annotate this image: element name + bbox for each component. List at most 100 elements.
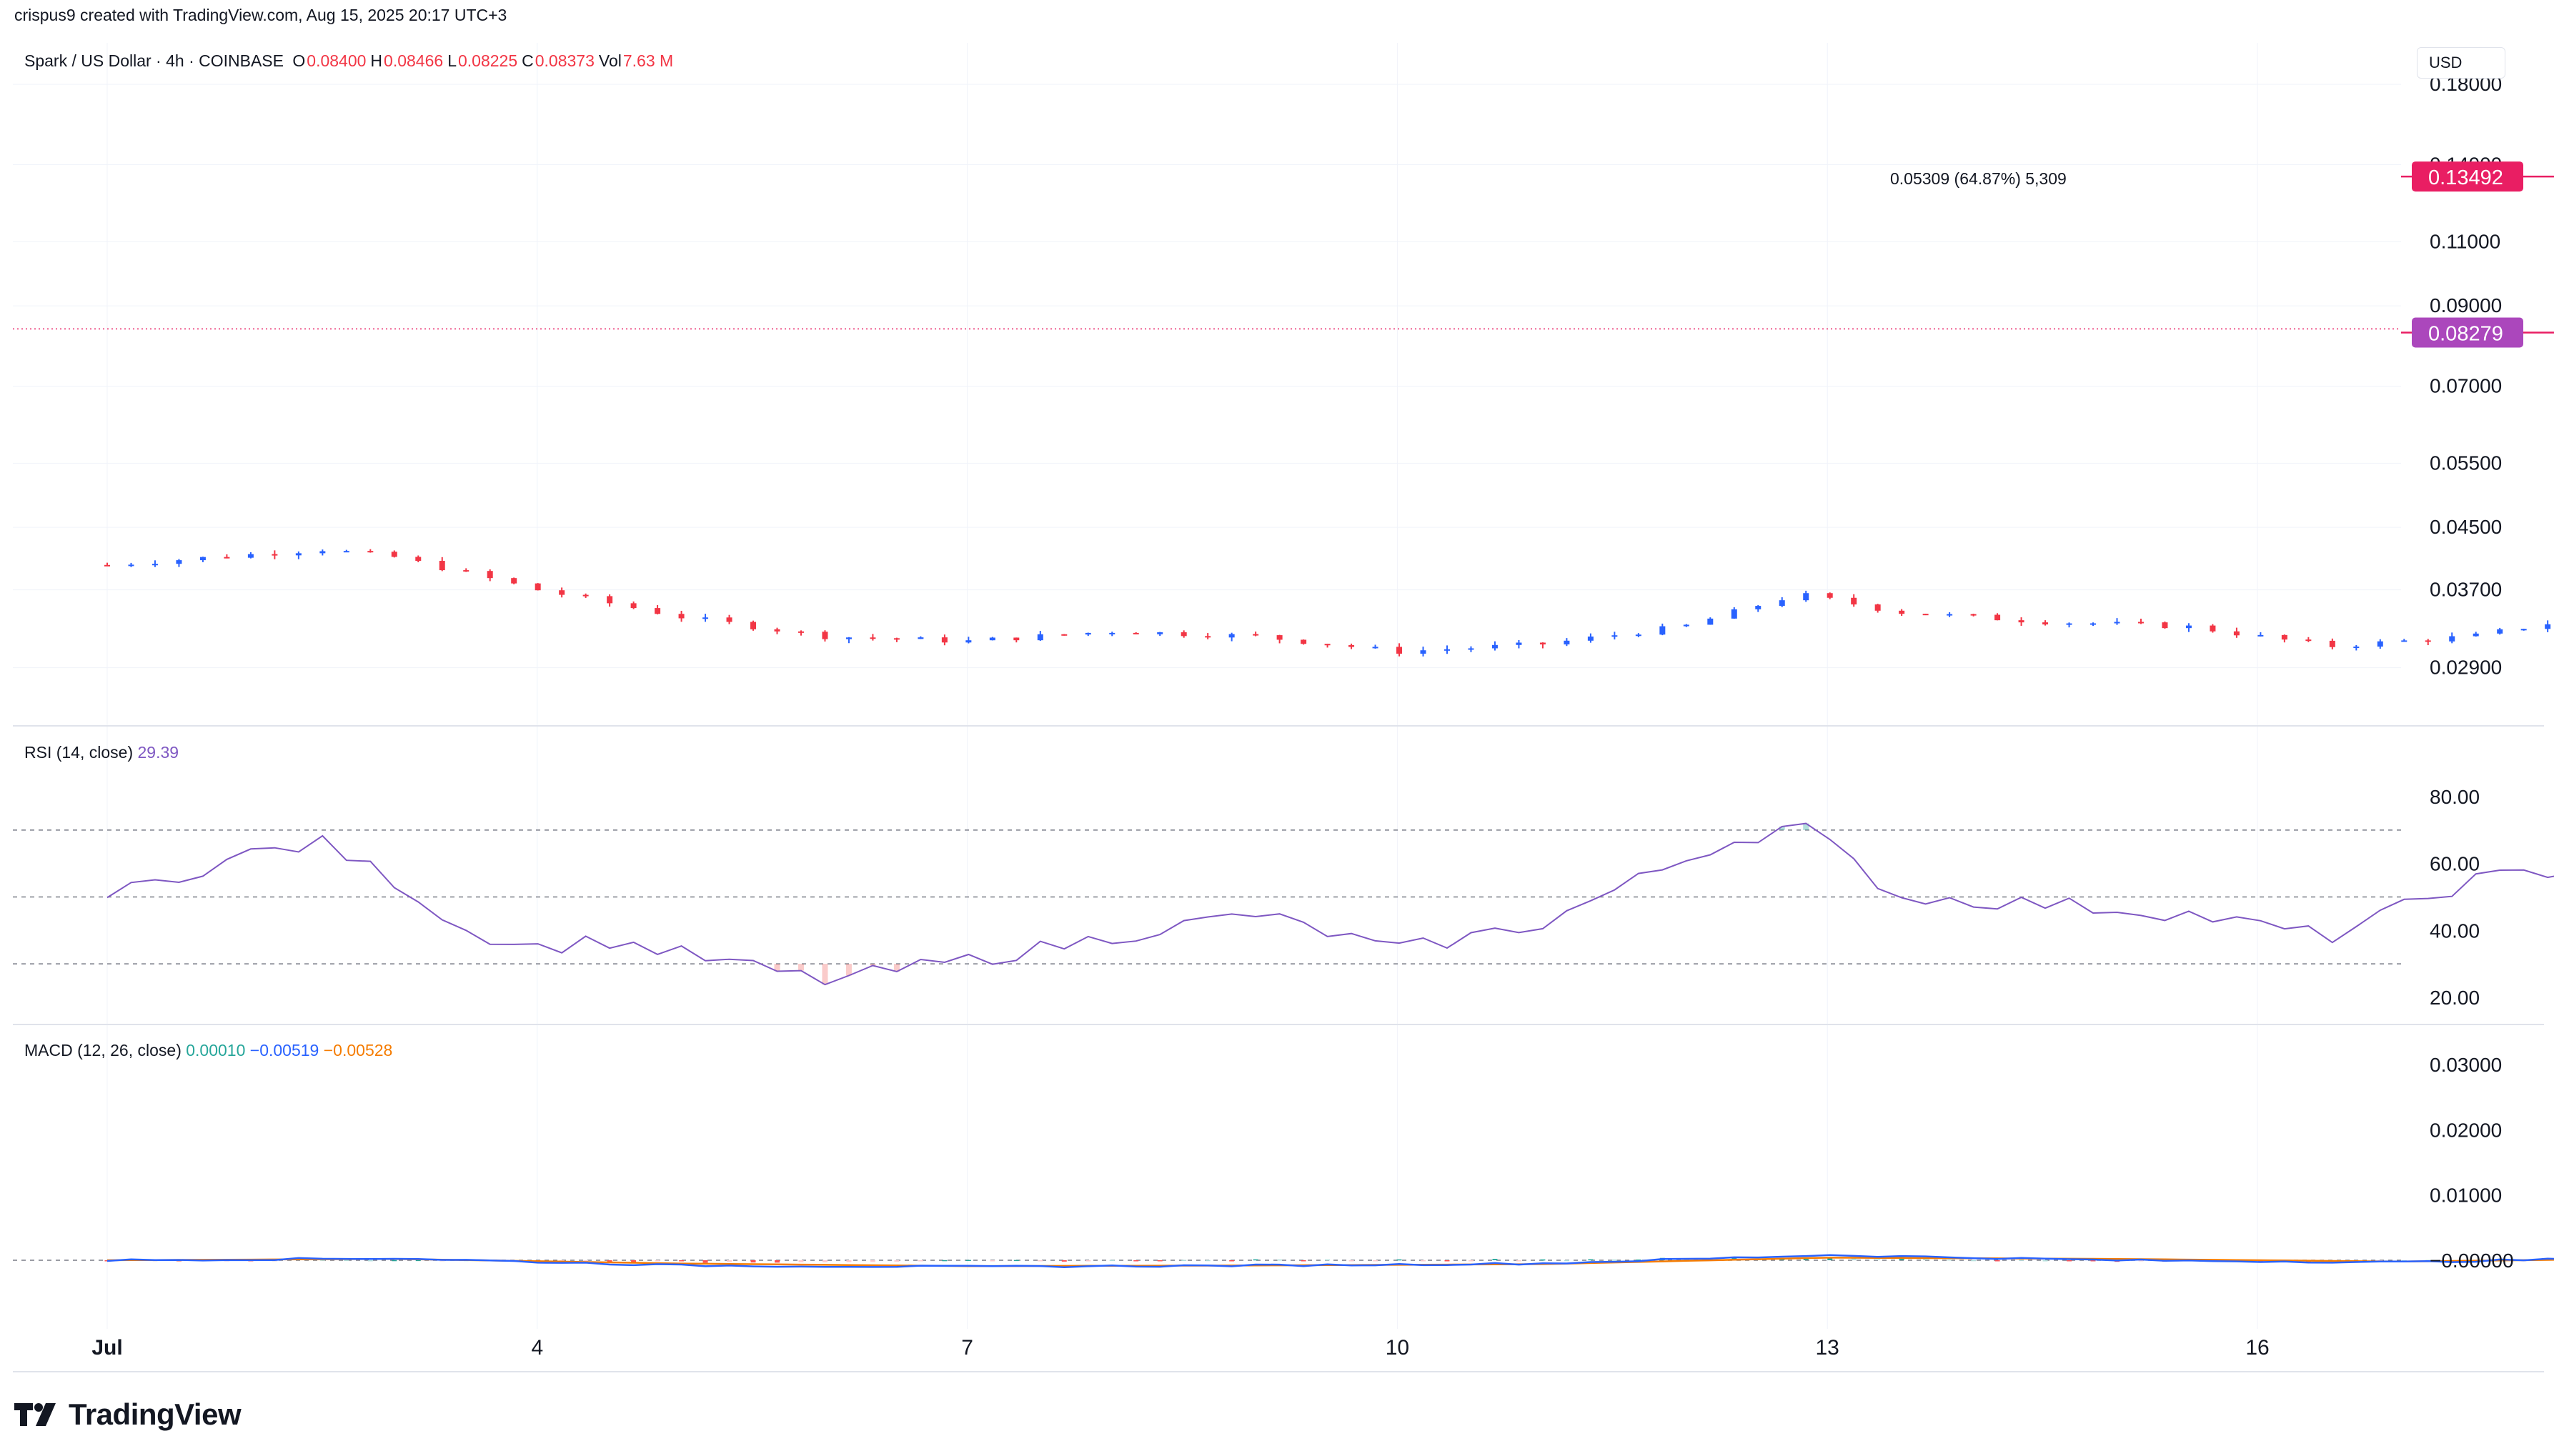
symbol-title: Spark / US Dollar · 4h · COINBASE <box>24 51 284 70</box>
ohlc-value-h: 0.08466 <box>384 51 444 70</box>
candle-body <box>1468 648 1474 650</box>
macd-histogram-bar <box>655 1260 660 1262</box>
y-axis-rsi: 80.00 60.00 40.00 20.00 <box>2430 786 2480 1009</box>
candle-body <box>2162 622 2168 629</box>
candle-up <box>128 562 134 567</box>
candle-body <box>1301 639 1307 644</box>
macd-histogram-bar <box>344 1260 349 1262</box>
macd-histogram-bar <box>439 1260 445 1262</box>
candle-body <box>2473 633 2479 637</box>
macd-histogram-bar <box>1803 1258 1809 1260</box>
candle-down <box>2210 624 2216 633</box>
macd-histogram-bar <box>1085 1260 1091 1262</box>
candle-body <box>1851 597 1857 605</box>
candle-up <box>2090 622 2097 627</box>
candle-body <box>1444 649 1450 651</box>
macd-histogram-bar <box>727 1260 732 1262</box>
candle-body <box>391 552 397 557</box>
macd-tick-label: 0.01000 <box>2430 1185 2502 1207</box>
macd-histogram-bar <box>1013 1260 1019 1262</box>
macd-histogram-bar <box>1205 1260 1211 1262</box>
x-axis: Jul4710131619222528Aug47101316 <box>91 1336 2269 1360</box>
candle-down <box>1253 631 1259 637</box>
candle-body <box>941 637 948 643</box>
currency-button[interactable]: USD <box>2417 47 2505 79</box>
macd-histogram-bar <box>1444 1260 1450 1262</box>
candle-up <box>1085 632 1091 637</box>
candle-up <box>989 637 995 641</box>
candle-down <box>463 568 469 572</box>
macd-histogram-bar <box>1277 1259 1283 1261</box>
candle-body <box>1491 644 1498 649</box>
candle-down <box>415 555 422 562</box>
rsi-title: RSI (14, close) <box>24 743 134 762</box>
candle-down <box>1013 637 1020 643</box>
time-tick-label: 7 <box>961 1336 973 1360</box>
macd-title: MACD (12, 26, close) <box>24 1041 182 1059</box>
candle-up <box>2185 623 2192 632</box>
candle-up <box>1468 646 1474 652</box>
resistance-price-badge: 0.13492 <box>2428 166 2503 189</box>
candle-up <box>1228 632 1235 642</box>
macd-value: −0.00519 <box>249 1041 319 1059</box>
candle-up <box>1659 623 1666 636</box>
macd-histogram-bar <box>583 1260 589 1262</box>
candle-down <box>941 634 948 646</box>
candle-body <box>367 551 374 553</box>
candle-body <box>1755 606 1762 609</box>
candle-up <box>1635 633 1641 637</box>
candle-down <box>367 549 374 553</box>
candle-body <box>2066 623 2072 625</box>
time-tick-label: 10 <box>1386 1336 1409 1360</box>
candle-down <box>1301 639 1307 645</box>
candle-up <box>295 551 302 559</box>
macd-pane[interactable] <box>13 1059 2554 1297</box>
rsi-pane[interactable] <box>13 762 2554 986</box>
candle-body <box>2257 634 2264 637</box>
candle-down <box>1276 634 1283 644</box>
candle-body <box>2114 622 2120 624</box>
candle-body <box>272 554 278 556</box>
candle-down <box>1205 633 1211 639</box>
candle-body <box>726 617 732 622</box>
y-axis-macd: 0.03000 0.02000 0.01000 −0.00000 <box>2430 1054 2514 1272</box>
candle-up <box>1420 647 1426 657</box>
candle-body <box>1539 642 1546 644</box>
candle-up <box>2449 632 2455 644</box>
price-tick-label: 0.11000 <box>2430 230 2500 252</box>
macd-histogram-bar <box>679 1260 685 1262</box>
candle-body <box>1109 632 1115 634</box>
macd-tick-label: 0.02000 <box>2430 1119 2502 1141</box>
candle-up <box>1611 632 1618 640</box>
candle-body <box>224 557 230 559</box>
candle-up <box>1683 624 1689 627</box>
candle-body <box>1061 634 1068 636</box>
macd-histogram-bar <box>1396 1259 1402 1261</box>
price-labels: 0.13492 0.08279 <box>2412 161 2523 348</box>
price-tick-label: 0.02900 <box>2430 657 2502 679</box>
candle-down <box>391 550 397 558</box>
candle-body <box>1899 610 1905 614</box>
macd-histogram-bar <box>367 1260 373 1262</box>
candle-down <box>1970 613 1977 617</box>
macd-tick-label: −0.00000 <box>2430 1250 2514 1272</box>
macd-histogram-bar <box>846 1260 852 1262</box>
ohlc-value-c: 0.08373 <box>535 51 595 70</box>
macd-histogram-bar <box>1133 1260 1139 1262</box>
candle-body <box>319 551 326 554</box>
candle-body <box>2281 634 2287 640</box>
candle-body <box>415 557 422 562</box>
candle-body <box>655 608 661 614</box>
candle-down <box>1181 630 1187 638</box>
candle-body <box>870 637 876 639</box>
price-pane[interactable]: 0.05309 (64.87%) 5,309 <box>13 87 2554 657</box>
candle-down <box>1827 592 1833 599</box>
ohlc-key-vol: Vol <box>598 51 622 70</box>
candle-body <box>2210 625 2216 632</box>
price-legend: Spark / US Dollar · 4h · COINBASE O0.084… <box>24 51 682 71</box>
resistance-price-badge-bg <box>2412 161 2523 192</box>
candle-body <box>463 570 469 572</box>
macd-histogram-bar <box>1061 1260 1067 1262</box>
candle-body <box>2137 622 2144 624</box>
